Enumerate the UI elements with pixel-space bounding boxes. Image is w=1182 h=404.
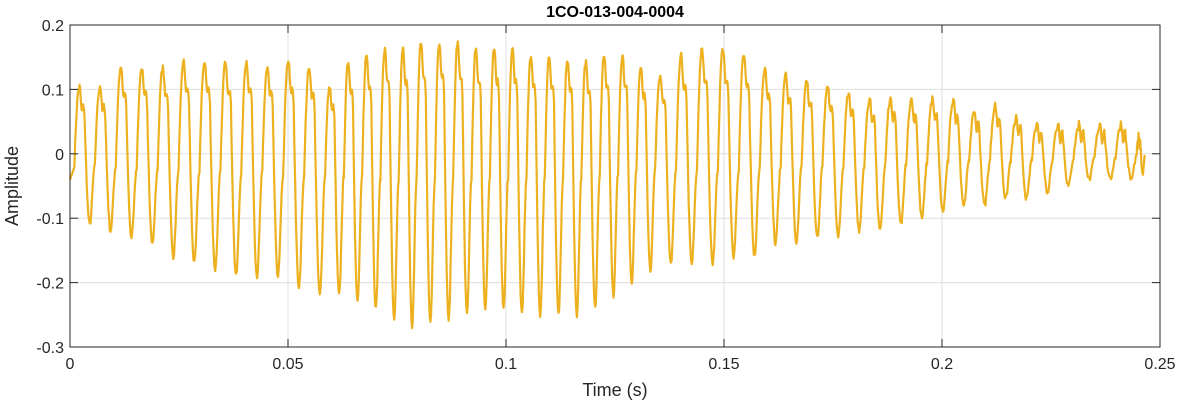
y-tick-label: 0.1 — [42, 82, 64, 99]
x-tick-label: 0 — [66, 356, 75, 373]
axis-ticks: 0 0.05 0.1 0.15 0.2 0.25 -0.3 -0.2 -0.1 0 0.1 0.2 — [36, 18, 1175, 373]
y-axis-label: Amplitude — [2, 146, 22, 226]
x-tick-label: 0.05 — [272, 356, 303, 373]
chart-title: 1CO-013-004-0004 — [546, 4, 684, 21]
y-tick-label: 0.2 — [42, 18, 64, 35]
x-tick-label: 0.2 — [931, 356, 953, 373]
x-axis-label: Time (s) — [582, 380, 647, 400]
y-tick-label: 0 — [55, 147, 64, 164]
signal-line — [68, 40, 1146, 330]
x-tick-label: 0.15 — [708, 356, 739, 373]
y-tick-label: -0.3 — [36, 340, 64, 357]
x-tick-label: 0.1 — [495, 356, 517, 373]
plot-frame — [69, 24, 1161, 348]
y-tick-label: -0.2 — [36, 276, 64, 293]
grid-lines — [70, 25, 1160, 347]
y-tick-label: -0.1 — [36, 211, 64, 228]
x-tick-label: 0.25 — [1144, 356, 1175, 373]
